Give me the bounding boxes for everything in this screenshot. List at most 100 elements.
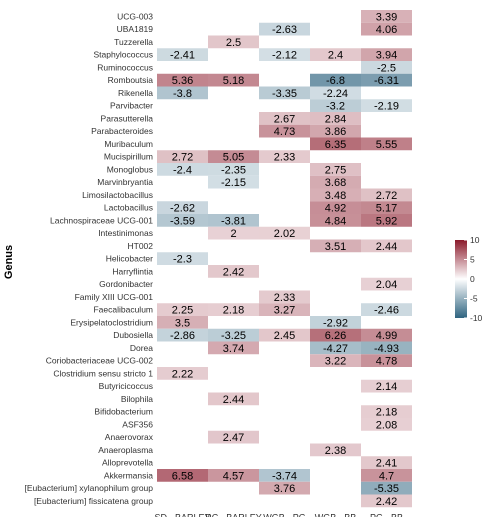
- heatmap-cell: [310, 201, 361, 214]
- cell-value: -3.25: [221, 330, 246, 342]
- row-label: Harryflintia: [112, 266, 153, 276]
- heatmap-cell: [361, 494, 412, 508]
- row-label: ASF356: [122, 419, 153, 429]
- cell-value: 4.7: [379, 470, 394, 482]
- cell-value: -2.4: [173, 164, 192, 176]
- colorbar-tick-label: 5: [470, 255, 475, 265]
- heatmap-cell: [157, 214, 208, 227]
- cell-value: 2.45: [274, 330, 295, 342]
- y-axis-title: Genus: [3, 245, 15, 279]
- heatmap-cell: [157, 73, 208, 87]
- heatmap-cell: [157, 201, 208, 214]
- heatmap-cell: [361, 201, 412, 214]
- row-label: Dorea: [130, 343, 153, 353]
- cell-value: 5.17: [376, 203, 397, 215]
- row-label: Tuzzerella: [114, 37, 153, 47]
- heatmap-cell: [361, 405, 412, 418]
- heatmap-cell: [310, 112, 361, 125]
- row-label: [Eubacterium] xylanophilum group: [24, 483, 153, 493]
- heatmap-cell: [259, 150, 310, 163]
- cell-value: 2.18: [376, 407, 397, 419]
- heatmap-cell: [259, 226, 310, 240]
- row-label: Parasutterella: [101, 113, 154, 123]
- row-label: Bilophila: [121, 394, 153, 404]
- colorbar-tick-label: 0: [470, 274, 475, 284]
- heatmap-cell: [361, 137, 412, 151]
- cell-value: 2.41: [376, 458, 397, 470]
- heatmap-cell: [208, 175, 259, 189]
- cell-value: 2.44: [223, 394, 244, 406]
- heatmap-cell: [259, 303, 310, 316]
- heatmap-cell: [361, 22, 412, 36]
- heatmap-cell: [208, 328, 259, 342]
- heatmap-cell: [361, 481, 412, 495]
- cell-value: 3.68: [325, 177, 346, 189]
- row-labels: UCG-003 UBA1819 Tuzzerella Staphylococcus Ru…: [24, 11, 153, 506]
- row-label: Muribaculum: [104, 139, 153, 149]
- cell-value: 5.18: [223, 75, 244, 87]
- cell-value: 3.86: [325, 126, 346, 138]
- cell-value: 4.84: [325, 215, 346, 227]
- cell-value: -2.3: [173, 254, 192, 266]
- colorbar-tick-label: 10: [470, 235, 480, 245]
- row-label: Staphylococcus: [93, 50, 153, 60]
- row-label: HT002: [127, 241, 153, 251]
- heatmap-cell: [361, 10, 412, 23]
- heatmap-cell: [361, 99, 412, 112]
- cell-value: 2.38: [325, 445, 346, 457]
- heatmap-cell: [361, 469, 412, 482]
- cell-value: -2.46: [374, 305, 399, 317]
- row-label: Intestinimonas: [98, 228, 153, 238]
- row-label: Parabacteroides: [91, 126, 153, 136]
- cell-value: 2.47: [223, 432, 244, 444]
- heatmap-cell: [157, 48, 208, 61]
- colorbar-tick-label: -5: [470, 294, 478, 304]
- heatmap-cells: [157, 10, 412, 508]
- row-label: [Eubacterium] fissicatena group: [34, 496, 153, 506]
- heatmap-cell: [208, 341, 259, 355]
- row-label: Parvibacter: [110, 101, 153, 111]
- cell-value: 3.51: [325, 241, 346, 253]
- row-label: Akkermansia: [104, 470, 153, 480]
- heatmap-cell: [208, 150, 259, 163]
- row-label: Bifidobacterium: [94, 407, 153, 417]
- row-label: Faecalibaculum: [93, 305, 153, 315]
- cell-value: 2.33: [274, 152, 295, 164]
- row-label: UBA1819: [117, 24, 154, 34]
- cell-value: 2.14: [376, 381, 397, 393]
- row-label: Monoglobus: [107, 164, 153, 174]
- colorbar-tick-label: -10: [470, 313, 483, 323]
- cell-value: -6.8: [326, 75, 345, 87]
- cell-value: -2.24: [323, 88, 348, 100]
- heatmap-cell: [310, 73, 361, 87]
- cell-value: 2.67: [274, 113, 295, 125]
- cell-value: 2.84: [325, 113, 346, 125]
- cell-value: 2.4: [328, 50, 343, 62]
- row-label: Erysipelatoclostridium: [70, 317, 153, 327]
- cell-value: -2.5: [377, 62, 396, 74]
- cell-value: -5.35: [374, 483, 399, 495]
- heatmap-cell: [208, 265, 259, 278]
- heatmap-cell: [310, 328, 361, 342]
- cell-value: -2.15: [221, 177, 246, 189]
- heatmap-cell: [259, 481, 310, 495]
- heatmap-cell: [310, 214, 361, 227]
- cell-value: 2.44: [376, 241, 397, 253]
- cell-value: -2.62: [170, 203, 195, 215]
- heatmap-cell: [361, 341, 412, 355]
- row-label: Coriobacteriaceae UCG-002: [46, 356, 154, 366]
- cell-value: 4.73: [274, 126, 295, 138]
- cell-value: 5.05: [223, 152, 244, 164]
- cell-value: 4.99: [376, 330, 397, 342]
- cell-value: -2.35: [221, 164, 246, 176]
- heatmap-cell: [157, 252, 208, 265]
- cell-value: 2.22: [172, 368, 193, 380]
- cell-value: 2.5: [226, 37, 241, 49]
- heatmap-cell: [361, 73, 412, 87]
- row-label: Family XIII UCG-001: [75, 292, 154, 302]
- heatmap-cell: [208, 163, 259, 176]
- heatmap-cell: [310, 443, 361, 457]
- column-label: SD - BARLEY: [154, 512, 210, 517]
- cell-value: 4.78: [376, 356, 397, 368]
- cell-value: 2.02: [274, 228, 295, 240]
